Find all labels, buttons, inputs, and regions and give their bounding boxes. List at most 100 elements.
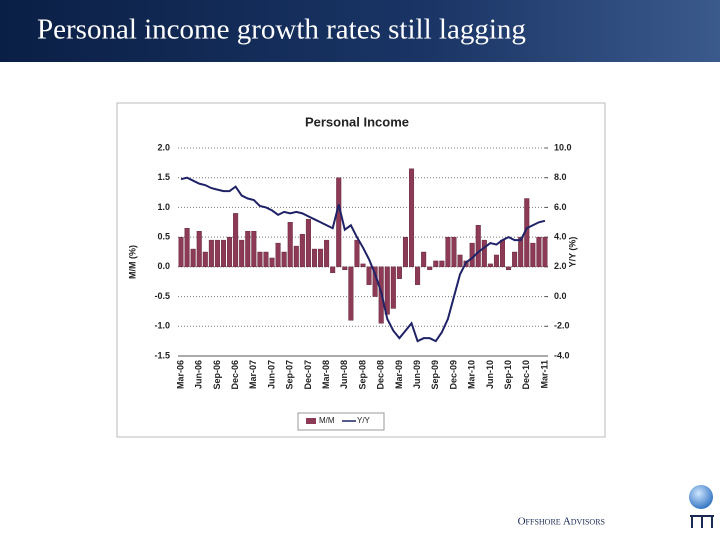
y2-tick-label: 8.0 <box>554 172 567 182</box>
bar <box>433 260 439 268</box>
bar <box>184 228 190 268</box>
line <box>180 176 546 343</box>
y-tick-label: -1.5 <box>154 350 170 360</box>
x-tick-label: Mar-10 <box>467 360 477 389</box>
bar <box>506 266 512 271</box>
bar <box>457 254 463 268</box>
bar <box>366 266 372 285</box>
x-tick-label: Sep-06 <box>212 360 222 390</box>
x-tick-label: Dec-06 <box>230 360 240 390</box>
bar <box>439 260 445 268</box>
bar <box>251 230 257 268</box>
y-tick-label: 0.0 <box>157 261 170 271</box>
bar <box>245 230 251 268</box>
y2-tick-label: 6.0 <box>554 202 567 212</box>
y2-tick-label: -2.0 <box>554 321 570 331</box>
bar <box>475 225 481 268</box>
bar <box>190 248 196 268</box>
bar <box>202 251 208 268</box>
x-tick-label: Jun-10 <box>485 360 495 389</box>
bar <box>281 251 287 268</box>
bar <box>275 242 281 268</box>
bar <box>305 219 311 268</box>
y-tick-label: 2.0 <box>157 142 170 152</box>
bar <box>227 236 233 268</box>
legend-label: Y/Y <box>357 416 371 425</box>
legend-swatch <box>306 418 316 424</box>
bar <box>500 239 506 268</box>
logo-globe <box>689 485 713 509</box>
bar <box>409 168 415 268</box>
bar <box>348 266 354 321</box>
bar <box>287 222 293 268</box>
title-bar <box>0 0 720 62</box>
bar <box>518 236 524 268</box>
bar <box>342 266 348 271</box>
x-tick-label: Jun-07 <box>266 360 276 389</box>
bar <box>354 239 360 268</box>
bar <box>390 266 396 309</box>
x-tick-label: Dec-10 <box>521 360 531 390</box>
x-tick-label: Sep-07 <box>285 360 295 390</box>
bar <box>233 213 239 268</box>
bar <box>530 242 536 268</box>
x-tick-label: Mar-07 <box>248 360 258 389</box>
slide-title: Personal income growth rates still laggi… <box>37 14 526 46</box>
bar <box>445 236 451 268</box>
x-tick-label: Dec-09 <box>448 360 458 390</box>
y2-tick-label: 2.0 <box>554 261 567 271</box>
bar <box>257 251 263 268</box>
x-tick-label: Sep-10 <box>503 360 513 390</box>
bar <box>214 239 220 268</box>
legend-label: M/M <box>319 416 335 425</box>
bar <box>336 177 342 268</box>
bar <box>481 239 487 268</box>
x-tick-label: Sep-09 <box>430 360 440 390</box>
y2-tick-label: 10.0 <box>554 142 572 152</box>
bar <box>324 239 330 268</box>
x-tick-label: Dec-07 <box>303 360 313 390</box>
y-axis-label: M/M (%) <box>127 245 137 279</box>
logo-mark <box>690 515 714 528</box>
legend-box <box>297 412 385 431</box>
bar <box>269 257 275 268</box>
x-tick-label: Mar-11 <box>539 360 549 389</box>
x-tick-label: Jun-06 <box>194 360 204 389</box>
bar <box>330 266 336 274</box>
bar <box>196 230 202 268</box>
bar <box>427 266 433 271</box>
bar <box>360 263 366 268</box>
bar <box>487 263 493 268</box>
y-tick-label: 0.5 <box>157 232 170 242</box>
bar <box>263 251 269 268</box>
x-tick-label: Dec-08 <box>376 360 386 390</box>
bar <box>493 254 499 268</box>
footer-brand: Offshore Advisors <box>518 516 605 528</box>
bar <box>299 233 305 268</box>
x-tick-label: Jun-08 <box>339 360 349 389</box>
bar <box>293 245 299 268</box>
bar <box>536 236 542 268</box>
y2-tick-label: 0.0 <box>554 291 567 301</box>
y2-tick-label: -4.0 <box>554 350 570 360</box>
y-tick-label: -1.0 <box>154 321 170 331</box>
x-tick-label: Jun-09 <box>412 360 422 389</box>
y2-axis-label: Y/Y (%) <box>567 237 577 268</box>
y-tick-label: 1.0 <box>157 202 170 212</box>
bar <box>415 266 421 285</box>
y2-tick-label: 4.0 <box>554 232 567 242</box>
bar <box>311 248 317 268</box>
x-tick-label: Mar-08 <box>321 360 331 389</box>
bar <box>318 248 324 268</box>
bar <box>512 251 518 268</box>
bar <box>396 266 402 279</box>
chart-title: Personal Income <box>305 114 409 129</box>
bar <box>421 251 427 268</box>
y-tick-label: 1.5 <box>157 172 170 182</box>
x-tick-label: Mar-06 <box>175 360 185 389</box>
bar <box>451 236 457 268</box>
bar <box>178 236 184 268</box>
bar <box>220 239 226 268</box>
x-tick-label: Sep-08 <box>357 360 367 390</box>
